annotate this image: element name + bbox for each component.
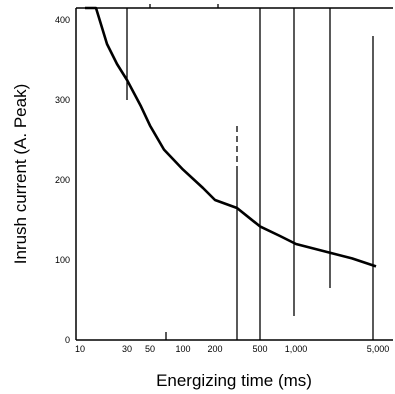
x-tick-label-0: 10 <box>75 344 85 354</box>
series-group <box>85 6 377 268</box>
reference-lines <box>126 4 374 340</box>
x-tick-label-2: 50 <box>145 344 155 354</box>
x-tick-label-6: 1,000 <box>285 344 308 354</box>
y-tick-labels: 0 100 200 300 400 <box>55 15 70 345</box>
y-tick-label-2: 200 <box>55 175 70 185</box>
x-tick-label-4: 200 <box>207 344 222 354</box>
plot-frame <box>75 7 393 341</box>
x-axis-title: Energizing time (ms) <box>156 371 312 390</box>
x-tick-label-1: 30 <box>122 344 132 354</box>
y-tick-label-4: 400 <box>55 15 70 25</box>
x-tick-label-5: 500 <box>252 344 267 354</box>
x-tick-labels: 10 30 50 100 200 500 1,000 5,000 <box>75 344 389 354</box>
y-tick-label-0: 0 <box>65 335 70 345</box>
y-tick-label-1: 100 <box>55 255 70 265</box>
x-tick-label-3: 100 <box>175 344 190 354</box>
y-axis-title: Inrush current (A. Peak) <box>11 84 30 264</box>
x-tick-label-7: 5,000 <box>367 344 390 354</box>
series-line-0 <box>85 6 377 268</box>
y-tick-label-3: 300 <box>55 95 70 105</box>
